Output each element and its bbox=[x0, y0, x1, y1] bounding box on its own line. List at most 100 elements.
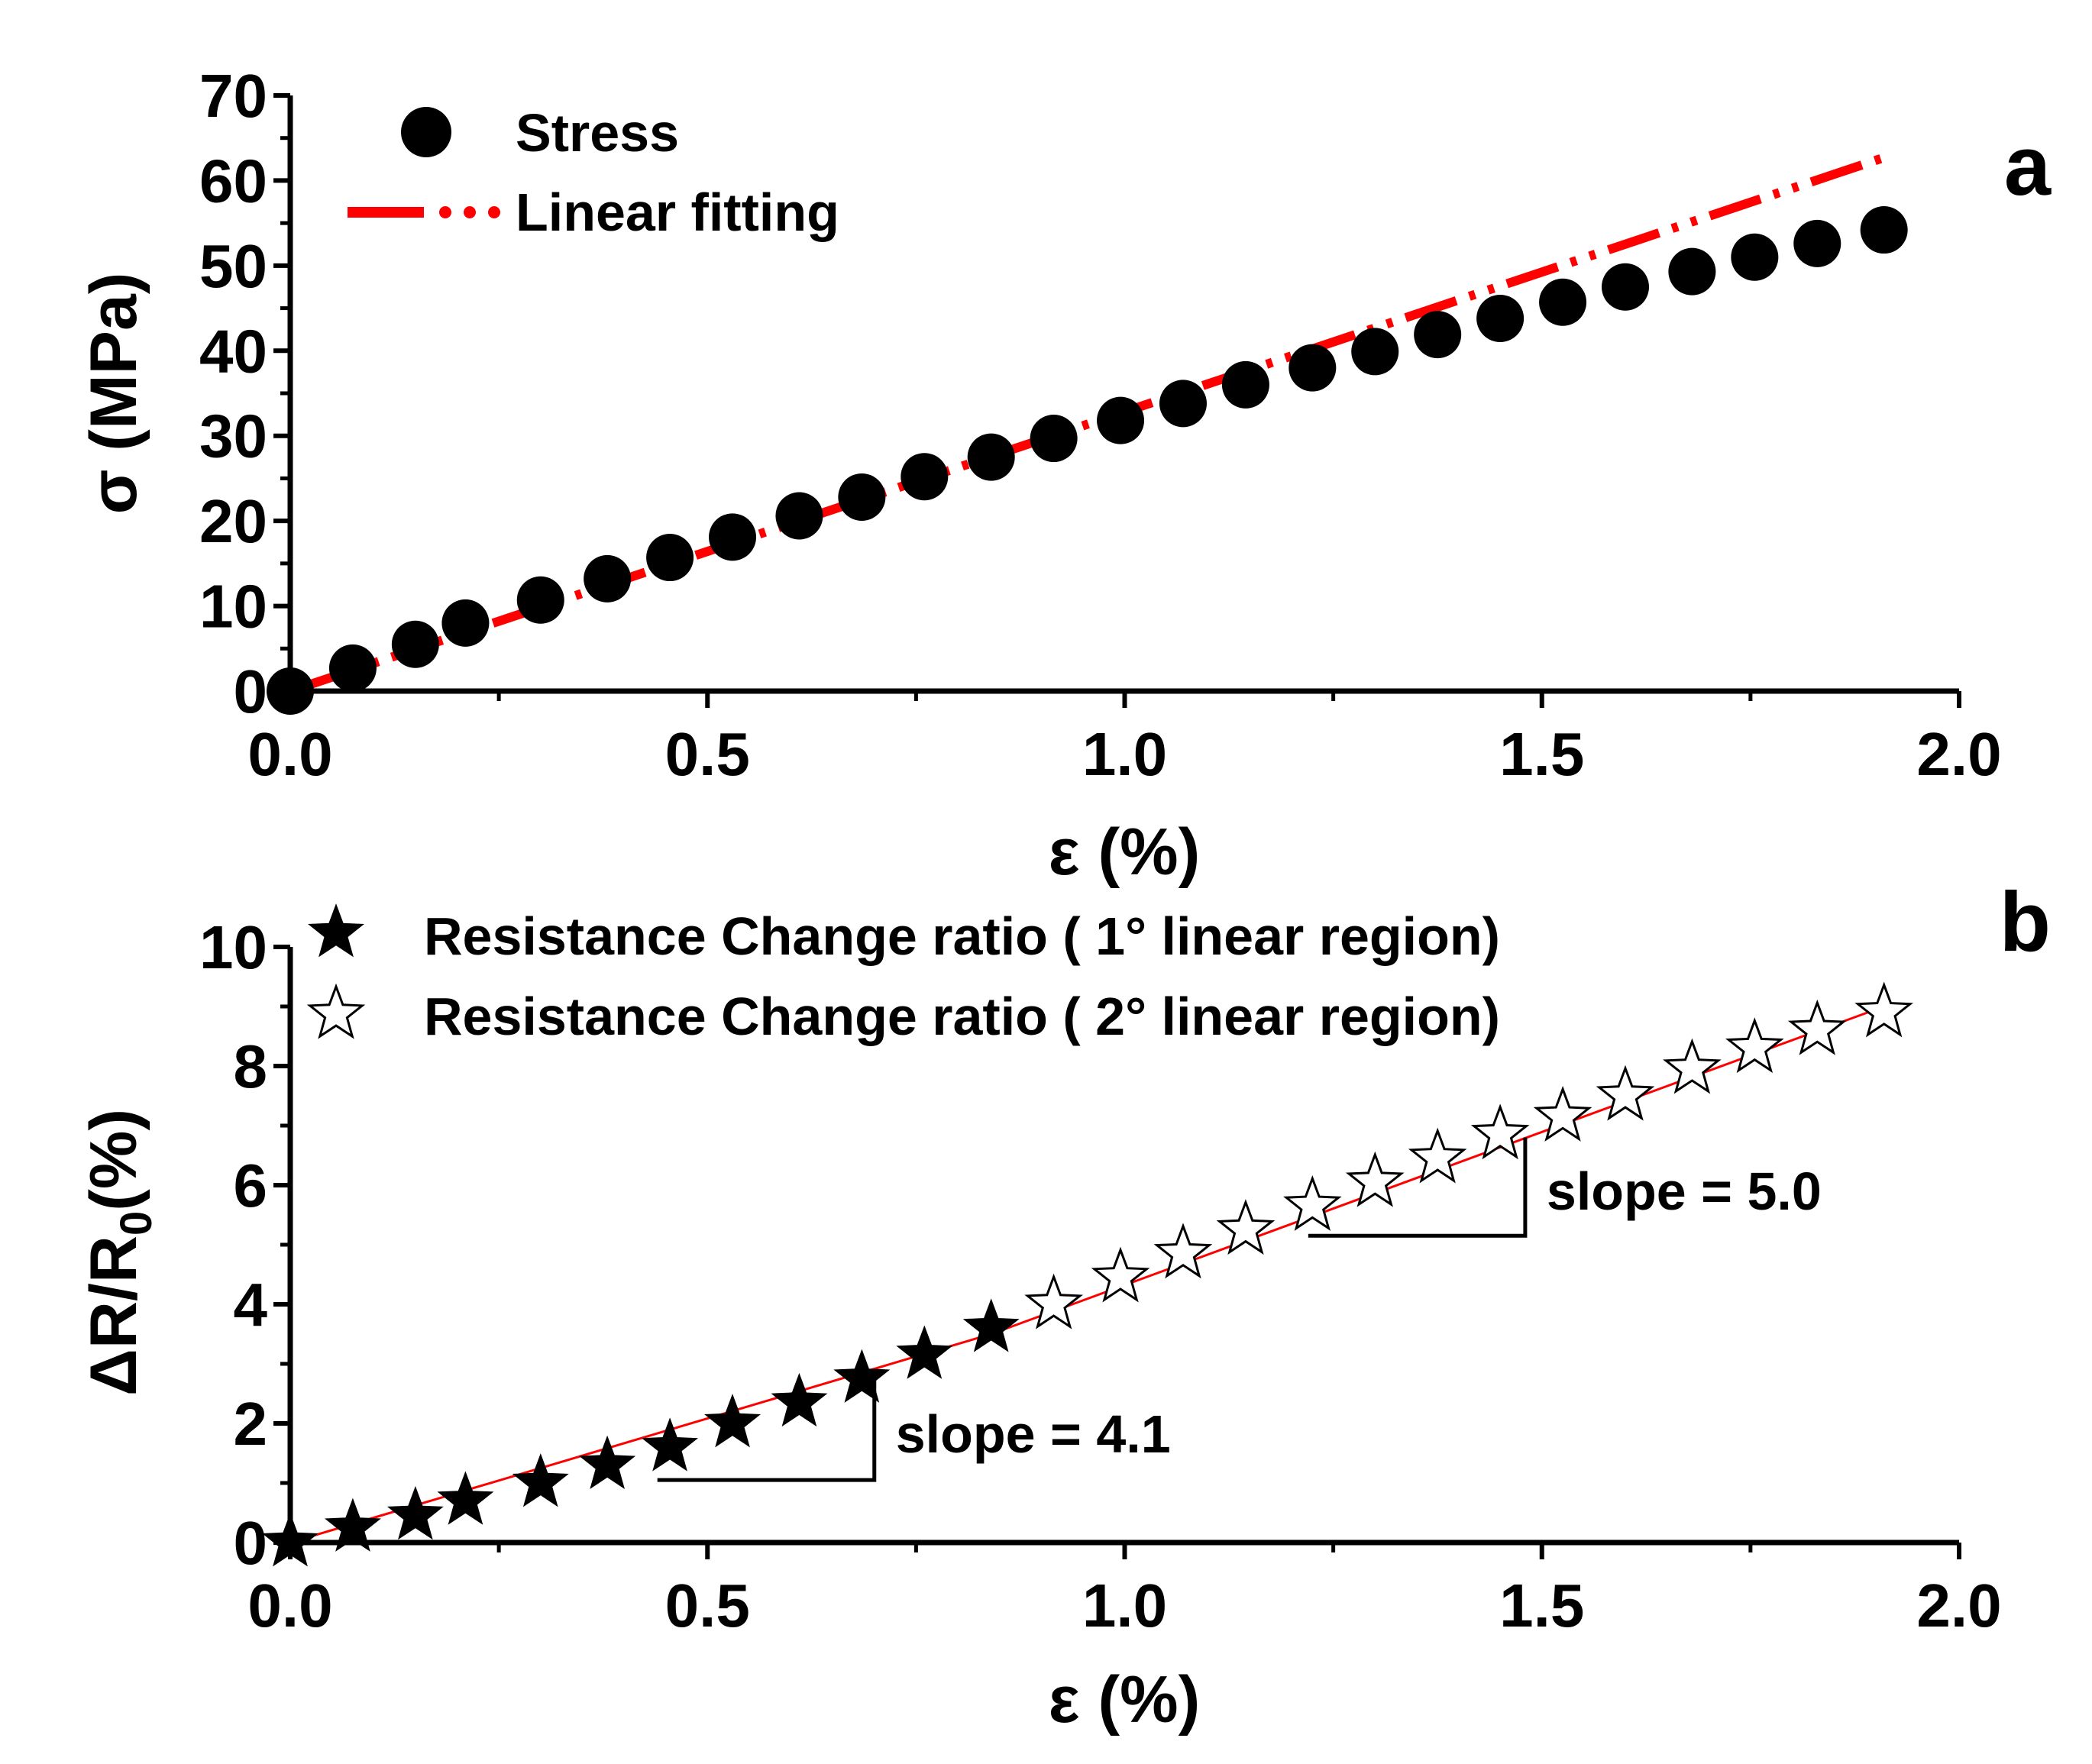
panel-a-y-tick-label: 60 bbox=[199, 147, 267, 215]
panel-b-resistance-change: slope = 4.1 slope = 5.0 0.0 0.5 1.0 1.5 2.0 0… bbox=[77, 875, 2051, 1737]
open-star-point bbox=[1854, 981, 1913, 1038]
panel-a-y-tick-label: 20 bbox=[199, 487, 267, 555]
panel-a-y-tick-label: 30 bbox=[199, 402, 267, 470]
open-star-point bbox=[1725, 1017, 1784, 1074]
panel-a-y-tick-label: 0 bbox=[234, 657, 268, 725]
stress-point bbox=[1159, 380, 1207, 428]
panel-a-y-axis-title: σ (MPa) bbox=[77, 273, 150, 515]
panel-b-label: b bbox=[2000, 875, 2051, 969]
stress-point bbox=[900, 453, 949, 501]
stress-point bbox=[441, 599, 490, 647]
filled-star-point bbox=[437, 1471, 494, 1525]
panel-a-stress-strain: 0.0 0.5 1.0 1.5 2.0 0 10 20 30 40 50 60 70 ε (%) σ … bbox=[77, 62, 2052, 889]
slope-label: slope = 4.1 bbox=[896, 1404, 1171, 1464]
stress-point bbox=[391, 620, 439, 668]
stress-point bbox=[1476, 294, 1525, 342]
panel-a-y-tick-label: 10 bbox=[199, 573, 267, 641]
panel-b-y-title-subscript: 0 bbox=[112, 1211, 161, 1236]
stress-point bbox=[516, 576, 564, 624]
panel-b-y-tick-label: 6 bbox=[234, 1152, 268, 1220]
stress-point bbox=[967, 433, 1015, 481]
open-star-point bbox=[1091, 1246, 1150, 1303]
stress-point bbox=[584, 554, 632, 603]
panel-a-y-tick-label: 40 bbox=[199, 317, 267, 385]
legend-fit-marker bbox=[348, 206, 500, 218]
panel-a-legend: Stress Linear fitting bbox=[348, 103, 839, 242]
panel-a-x-axis-title: ε (%) bbox=[1049, 816, 1200, 889]
panel-b-x-tick-label: 1.5 bbox=[1499, 1572, 1584, 1640]
panel-b-y-tick-label: 0 bbox=[234, 1509, 268, 1577]
panel-a-x-tick-label: 2.0 bbox=[1916, 720, 2001, 788]
legend-stress-label: Stress bbox=[516, 103, 679, 163]
panel-b-y-title-suffix: (%) bbox=[77, 1109, 150, 1211]
linear-fit-line bbox=[289, 153, 1886, 696]
panel-b-x-tick-label: 0.5 bbox=[665, 1572, 750, 1640]
panel-b-y-title-main: ΔR/R bbox=[77, 1236, 150, 1396]
legend-open-star bbox=[306, 983, 366, 1039]
panel-b-x-tick-label: 0.0 bbox=[247, 1572, 332, 1640]
panel-a-y-tick-label: 70 bbox=[199, 62, 267, 130]
filled-star-point bbox=[324, 1497, 381, 1552]
stress-point bbox=[1414, 311, 1462, 359]
panel-a-x-tick-label: 1.5 bbox=[1499, 720, 1584, 788]
stress-point bbox=[1221, 360, 1269, 409]
legend-stress-marker bbox=[401, 107, 451, 157]
stress-point bbox=[709, 513, 757, 561]
filled-star-point bbox=[771, 1372, 828, 1427]
panel-b-legend: Resistance Change ratio ( 1° linear regi… bbox=[306, 903, 1500, 1046]
panel-b-y-tick-label: 2 bbox=[234, 1390, 268, 1458]
panel-a-label: a bbox=[2004, 119, 2052, 213]
filled-star-point bbox=[896, 1325, 953, 1379]
panel-b-y-tick-label: 8 bbox=[234, 1032, 268, 1100]
stress-point bbox=[1793, 219, 1841, 267]
legend-filled-star bbox=[308, 903, 364, 958]
filled-star-point bbox=[704, 1394, 761, 1448]
panel-a-x-tick-label: 1.0 bbox=[1082, 720, 1167, 788]
filled-star-point bbox=[642, 1417, 699, 1472]
slope-triangle bbox=[1308, 1137, 1528, 1238]
open-star-point bbox=[1283, 1175, 1342, 1231]
open-star-point bbox=[1345, 1151, 1405, 1207]
open-star-point bbox=[1153, 1223, 1213, 1279]
open-star-point bbox=[1596, 1065, 1655, 1121]
open-star-point bbox=[1024, 1273, 1083, 1329]
panel-b-y-tick-label: 10 bbox=[199, 913, 267, 981]
panel-a-y-tick-label: 50 bbox=[199, 232, 267, 300]
filled-star-point bbox=[386, 1486, 444, 1540]
stress-point bbox=[1539, 278, 1587, 326]
panel-b-y-tick-label: 4 bbox=[234, 1271, 268, 1339]
filled-star-point bbox=[962, 1298, 1020, 1352]
panel-b-x-tick-label: 2.0 bbox=[1916, 1572, 2001, 1640]
stress-point bbox=[1668, 247, 1716, 296]
panel-a-x-tick-label: 0.5 bbox=[665, 720, 750, 788]
legend-region2-label: Resistance Change ratio ( 2° linear regi… bbox=[424, 987, 1500, 1046]
legend-fit-label: Linear fitting bbox=[516, 183, 839, 242]
panel-b-x-tick-label: 1.0 bbox=[1082, 1572, 1167, 1640]
slope-label: slope = 5.0 bbox=[1547, 1161, 1822, 1221]
stress-point bbox=[1030, 415, 1078, 463]
stress-point bbox=[1351, 328, 1399, 376]
stress-point bbox=[1097, 396, 1145, 444]
open-star-point bbox=[1663, 1038, 1722, 1094]
stress-point bbox=[1860, 206, 1908, 254]
filled-star-point bbox=[512, 1453, 569, 1507]
open-star-point bbox=[1408, 1127, 1467, 1184]
open-star-point bbox=[1533, 1085, 1592, 1142]
stress-point bbox=[1731, 233, 1779, 281]
panel-b-x-axis-title: ε (%) bbox=[1049, 1663, 1200, 1737]
open-star-point bbox=[1787, 999, 1847, 1055]
open-star-point bbox=[1470, 1103, 1530, 1160]
filled-star-point bbox=[833, 1349, 891, 1403]
panel-b-y-axis-title: ΔR/R0(%) bbox=[77, 1109, 161, 1396]
legend-open-star-marker bbox=[306, 983, 366, 1039]
stress-point bbox=[775, 492, 823, 540]
panel-a-x-tick-label: 0.0 bbox=[247, 720, 332, 788]
open-star-point bbox=[1216, 1199, 1276, 1255]
stress-point bbox=[328, 644, 377, 692]
legend-region1-label: Resistance Change ratio ( 1° linear regi… bbox=[424, 906, 1500, 966]
stress-point bbox=[646, 534, 694, 582]
slope-triangle bbox=[657, 1378, 877, 1482]
stress-point bbox=[1289, 344, 1337, 392]
filled-star-point bbox=[579, 1435, 636, 1490]
